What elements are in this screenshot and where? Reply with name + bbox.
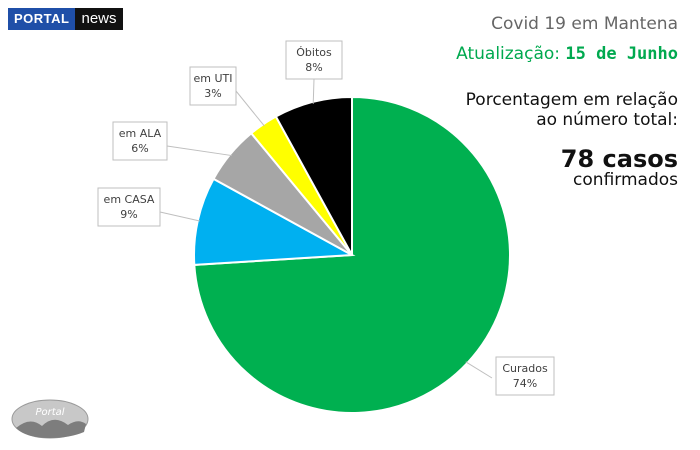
data-label-em-uti: em UTI 3% xyxy=(189,66,237,106)
subtitle-line-1: Porcentagem em relação xyxy=(465,90,678,110)
chart-title: Covid 19 em Mantena xyxy=(491,14,678,34)
portal-news-logo: PORTAL news xyxy=(8,8,123,30)
portal-watermark-logo: Portal xyxy=(10,398,90,444)
logo-news-text: news xyxy=(75,8,123,30)
data-label-em-ala: em ALA 6% xyxy=(112,121,168,161)
subtitle-line-2: ao número total: xyxy=(536,110,678,130)
leader-line xyxy=(312,78,315,104)
subtitle: Porcentagem em relação ao número total: xyxy=(466,90,678,130)
pie-slice-óbitos xyxy=(274,95,353,256)
data-label-curados: Curados 74% xyxy=(495,356,555,396)
leader-line xyxy=(166,145,232,157)
slice-value: 6% xyxy=(131,142,148,155)
slice-value: 9% xyxy=(120,208,137,221)
slice-label: Curados xyxy=(502,362,548,375)
update-date: 15 de Junho xyxy=(565,44,678,64)
update-label: Atualização: xyxy=(456,44,560,64)
logo-portal-text: PORTAL xyxy=(8,8,76,30)
slice-label: em UTI xyxy=(194,72,233,85)
confirmed-label: confirmados xyxy=(573,170,678,190)
slice-label: Óbitos xyxy=(296,46,332,59)
data-label-em-casa: em CASA 9% xyxy=(97,187,161,227)
slice-value: 74% xyxy=(513,377,537,390)
leader-line xyxy=(235,90,265,127)
total-cases: 78 casos xyxy=(560,145,678,173)
leader-line xyxy=(159,211,200,222)
slice-value: 3% xyxy=(204,87,221,100)
leader-line xyxy=(465,361,493,379)
slice-label: em CASA xyxy=(104,193,155,206)
data-label-óbitos: Óbitos 8% xyxy=(285,40,343,80)
slice-label: em ALA xyxy=(119,127,162,140)
update-line: Atualização: 15 de Junho xyxy=(456,44,678,64)
watermark-text: Portal xyxy=(35,407,64,418)
slice-value: 8% xyxy=(305,61,322,74)
